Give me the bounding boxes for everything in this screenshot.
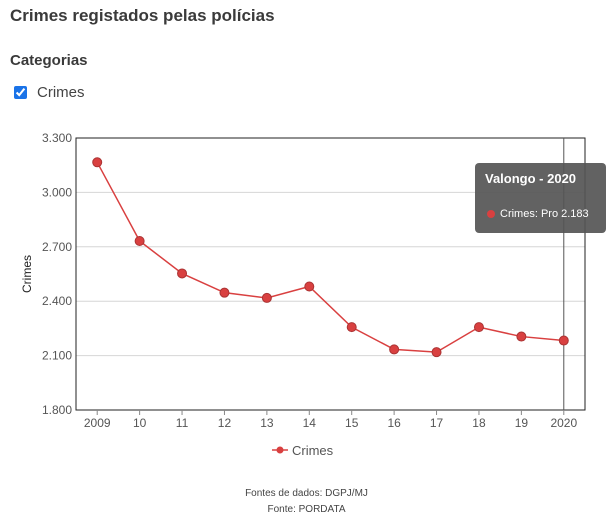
tooltip-row: Crimes: Pro 2.183 [487,208,589,220]
x-tick-label: 11 [176,416,189,430]
category-crimes-checkbox[interactable] [14,86,27,99]
x-tick-label: 10 [133,416,147,430]
x-tick-label: 2020 [550,416,577,430]
x-tick-label: 15 [345,416,359,430]
data-point [134,235,145,246]
categories-heading: Categorias [10,52,88,69]
data-point [92,157,103,168]
x-tick-label: 2009 [84,416,111,430]
y-tick-label: 2.100 [42,349,72,363]
data-point [261,292,272,303]
plot-area-border [75,137,586,411]
x-tick-label: 14 [303,416,317,430]
x-tick-label: 16 [387,416,401,430]
y-tick-label: 1.800 [42,403,72,417]
chart-tooltip: Valongo - 2020 Crimes: Pro 2.183 [475,163,606,233]
x-tick-label: 13 [260,416,274,430]
data-point [304,281,315,292]
data-point [346,322,357,333]
data-point [473,322,484,333]
tooltip-title: Valongo - 2020 [485,171,577,186]
x-tick-label: 12 [218,416,232,430]
legend-label-crimes: Crimes [292,443,334,458]
y-axis-title: Crimes [20,255,34,293]
data-point [177,268,188,279]
x-tick-label: 18 [472,416,486,430]
x-tick-label: 19 [515,416,529,430]
data-point [389,344,400,355]
x-tick-label: 17 [430,416,444,430]
y-tick-label: 2.700 [42,240,72,254]
page-title: Crimes registados pelas polícias [10,6,275,25]
category-crimes-label: Crimes [37,84,85,101]
tooltip-value: Crimes: Pro 2.183 [500,208,589,220]
y-tick-label: 3.300 [42,131,72,145]
source-note: Fonte: PORDATA [267,504,346,515]
y-tick-label: 3.000 [42,185,72,199]
series-line-crimes [96,161,564,353]
tooltip-series-dot [487,210,495,218]
y-tick-label: 2.400 [42,294,72,308]
data-point [219,287,230,298]
data-point [558,335,569,346]
data-point [431,347,442,358]
category-crimes[interactable]: Crimes [14,84,85,101]
data-source-note: Fontes de dados: DGPJ/MJ [245,488,368,499]
legend-marker [276,446,284,454]
data-point [516,331,527,342]
